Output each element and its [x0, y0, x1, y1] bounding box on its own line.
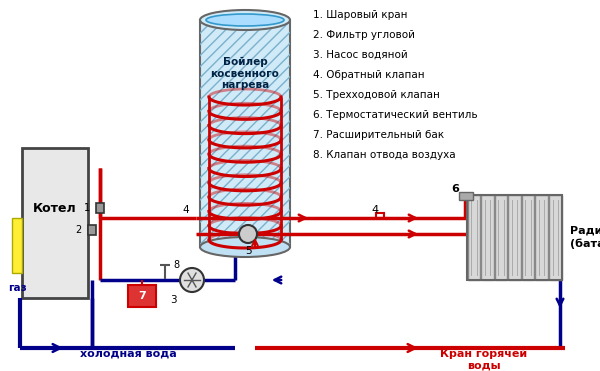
Bar	[522, 195, 535, 280]
Bar	[459, 192, 473, 200]
Bar	[96, 203, 104, 213]
Bar	[12, 218, 22, 273]
Text: 2. Фильтр угловой: 2. Фильтр угловой	[313, 30, 415, 40]
Circle shape	[180, 268, 204, 292]
Text: Кран горячей
воды: Кран горячей воды	[440, 349, 527, 371]
Text: 5: 5	[245, 246, 251, 256]
Bar	[549, 195, 562, 280]
Text: 6. Термостатический вентиль: 6. Термостатический вентиль	[313, 110, 478, 120]
Text: 3: 3	[170, 295, 177, 305]
Bar	[200, 20, 290, 247]
Text: 2: 2	[76, 225, 82, 235]
Text: 7: 7	[138, 291, 146, 301]
Text: Бойлер
косвенного
нагрева: Бойлер косвенного нагрева	[211, 57, 280, 90]
Text: 4: 4	[371, 205, 379, 215]
Text: 3. Насос водяной: 3. Насос водяной	[313, 50, 408, 60]
Bar	[535, 195, 548, 280]
Text: 7. Расширительный бак: 7. Расширительный бак	[313, 130, 444, 140]
Text: газ: газ	[8, 283, 26, 293]
Bar	[128, 285, 156, 307]
Text: 4: 4	[182, 205, 190, 215]
Text: 1. Шаровый кран: 1. Шаровый кран	[313, 10, 407, 20]
Bar	[467, 195, 562, 280]
Ellipse shape	[200, 237, 290, 257]
Text: холодная вода: холодная вода	[80, 349, 177, 359]
Text: 6: 6	[451, 184, 459, 194]
Bar	[88, 225, 96, 235]
Bar	[22, 148, 88, 298]
Text: Радиатор
(батарея): Радиатор (батарея)	[570, 226, 600, 249]
Bar	[467, 195, 480, 280]
Bar	[481, 195, 494, 280]
Text: 5. Трехходовой клапан: 5. Трехходовой клапан	[313, 90, 440, 100]
Circle shape	[239, 225, 257, 243]
Bar	[508, 195, 521, 280]
Text: 1: 1	[84, 203, 90, 213]
Text: 8: 8	[173, 260, 179, 270]
Text: Котел: Котел	[33, 201, 77, 214]
Ellipse shape	[206, 14, 284, 26]
Text: 8. Клапан отвода воздуха: 8. Клапан отвода воздуха	[313, 150, 455, 160]
Bar	[200, 20, 290, 247]
Ellipse shape	[200, 10, 290, 30]
Text: 4. Обратный клапан: 4. Обратный клапан	[313, 70, 425, 80]
Bar	[494, 195, 507, 280]
